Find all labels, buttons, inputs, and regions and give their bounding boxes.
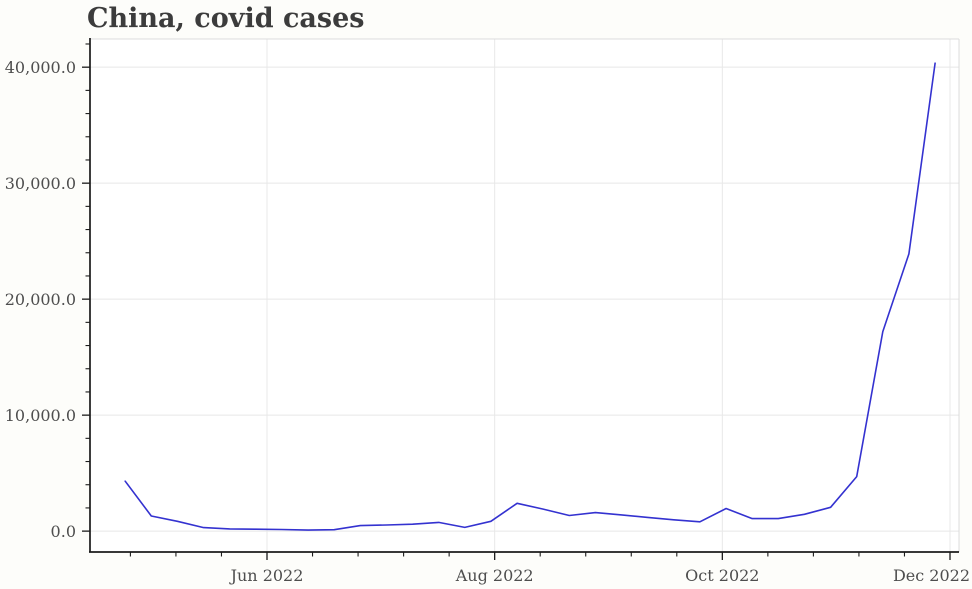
x-tick-label: Aug 2022 <box>455 566 534 585</box>
chart-title: China, covid cases <box>87 3 365 34</box>
gridlines <box>90 39 959 552</box>
y-tick-label: 10,000.0 <box>5 406 76 425</box>
light-spines <box>90 38 960 552</box>
y-tick-label: 0.0 <box>51 522 76 541</box>
y-axis: 0.0 10,000.0 20,000.0 30,000.0 40,000.0 <box>5 43 90 541</box>
y-tick-label: 40,000.0 <box>5 58 76 77</box>
y-tick-label: 30,000.0 <box>5 174 76 193</box>
x-tick-label: Dec 2022 <box>893 566 970 585</box>
covid-cases-line <box>124 62 936 531</box>
y-tick-label: 20,000.0 <box>5 290 76 309</box>
dark-spines <box>89 38 959 553</box>
x-axis: Jun 2022 Aug 2022 Oct 2022 Dec 2022 <box>129 552 970 585</box>
x-tick-label: Jun 2022 <box>229 566 304 585</box>
x-tick-label: Oct 2022 <box>685 566 759 585</box>
plot-area <box>90 39 959 552</box>
